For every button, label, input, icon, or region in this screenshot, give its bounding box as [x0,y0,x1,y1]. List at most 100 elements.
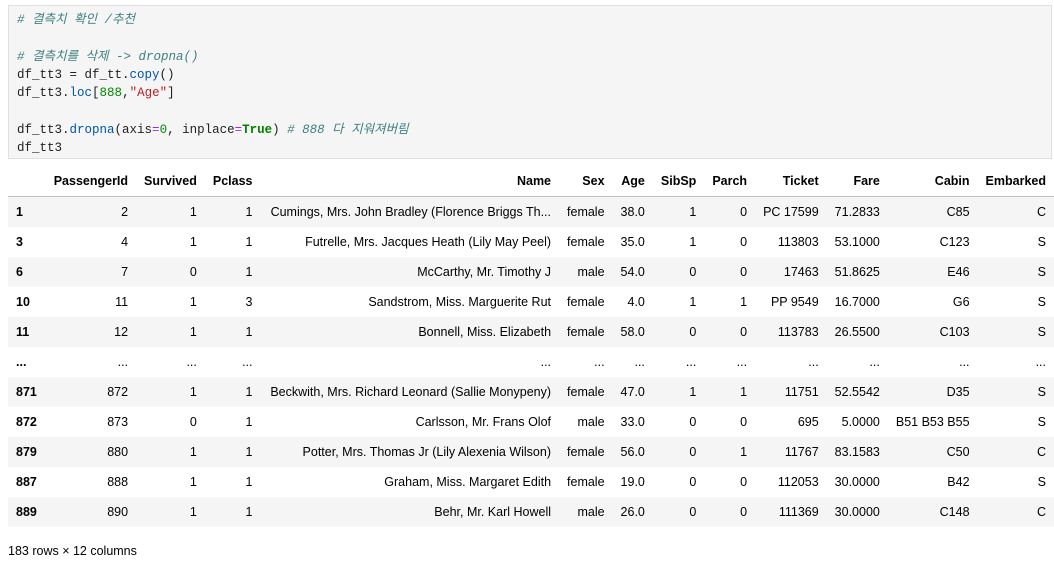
table-row: 879 880 1 1 Potter, Mrs. Thomas Jr (Lily Ale… [8,437,1054,467]
row-index: 6 [16,265,23,279]
table-cell: female [567,385,605,399]
table-cell: ... [594,355,605,369]
table-cell: ... [242,355,253,369]
dataframe-table: PassengerId Survived Pclass Name Sex Age SibSp… [8,166,1054,527]
table-cell: 83.1583 [834,445,880,459]
table-cell: 1 [245,385,253,399]
table-cell: 0 [740,415,748,429]
table-row: ....................................... [8,347,1054,377]
table-cell: 38.0 [620,205,645,219]
table-cell: 1 [689,295,697,309]
table-cell: 1 [740,385,748,399]
table-cell: 11767 [784,445,819,459]
table-cell: 54.0 [620,265,645,279]
table-cell: E46 [947,265,970,279]
column-header: Sex [559,166,613,197]
table-cell: 11 [115,295,129,309]
table-cell: 0 [689,415,697,429]
table-cell: 1 [189,325,197,339]
table-cell: ... [117,355,129,369]
table-cell: 1 [189,475,197,489]
row-index: 889 [16,505,37,519]
table-row: 872 873 0 1 Carlsson, Mr. Frans Olof male 33.0… [8,407,1054,437]
code-line: df_tt3 = df_tt.copy() [17,67,175,82]
table-cell: 695 [797,415,819,429]
column-header: Ticket [755,166,827,197]
table-cell: 0 [189,265,197,279]
code-line: df_tt3.loc[888,"Age"] [17,86,175,101]
column-header: Cabin [887,166,978,197]
table-cell: 12 [114,325,129,339]
table-cell: 11751 [784,385,819,399]
table-cell: ... [959,355,970,369]
table-row: 11 12 1 1 Bonnell, Miss. Elizabeth female 58.0… [8,317,1054,347]
table-cell: 51.8625 [834,265,880,279]
table-cell: C [1036,445,1046,459]
table-row: 6 7 0 1 McCarthy, Mr. Timothy J male 54.0 0 0 174… [8,257,1054,287]
table-cell: 1 [189,385,197,399]
table-cell: female [567,235,605,249]
table-cell: 0 [740,505,748,519]
code-cell[interactable]: # 결측치 확인 /추천 # 결측치를 삭제 -> dropna() df_tt… [8,5,1052,159]
table-cell: C50 [946,445,970,459]
table-cell: 1 [245,325,253,339]
table-cell: 112053 [777,475,819,489]
table-cell: 0 [189,415,197,429]
table-cell: C123 [939,235,970,249]
code-line: df_tt3 [17,141,63,156]
table-cell: 47.0 [620,385,645,399]
table-cell: 1 [689,385,697,399]
code-line: df_tt3.dropna(axis=0, inplace=True) # 88… [17,122,409,137]
table-row: 889 890 1 1 Behr, Mr. Karl Howell male 26.0 0 0 1… [8,497,1054,527]
table-cell: Potter, Mrs. Thomas Jr (Lily Alexenia Wi… [302,445,552,459]
column-header: Pclass [204,166,261,197]
table-cell: male [577,415,605,429]
table-cell: Graham, Miss. Margaret Edith [384,475,552,489]
row-index: 11 [16,325,30,339]
table-cell: 0 [740,325,748,339]
table-cell: 873 [107,415,129,429]
table-cell: 7 [121,265,129,279]
table-cell: PP 9549 [770,295,819,309]
row-index: 10 [16,295,30,309]
table-cell: 52.5542 [834,385,880,399]
table-cell: D35 [946,385,970,399]
column-header: Embarked [977,166,1054,197]
table-cell: 1 [689,205,697,219]
table-row: 10 11 1 3 Sandstrom, Miss. Marguerite Rut fem… [8,287,1054,317]
table-cell: female [567,325,605,339]
table-cell: 26.0 [620,505,645,519]
table-cell: ... [808,355,819,369]
table-cell: 4 [121,235,129,249]
table-cell: 1 [189,295,197,309]
table-cell: Carlsson, Mr. Frans Olof [415,415,552,429]
row-index: 887 [16,475,37,489]
table-cell: female [567,205,605,219]
table-cell: 888 [107,475,129,489]
table-cell: 0 [740,235,748,249]
row-index: 879 [16,445,37,459]
table-cell: Bonnell, Miss. Elizabeth [418,325,552,339]
table-row: 871 872 1 1 Beckwith, Mrs. Richard Leonard (… [8,377,1054,407]
table-cell: Beckwith, Mrs. Richard Leonard (Sallie M… [270,385,552,399]
table-cell: 872 [107,385,129,399]
table-cell: female [567,295,605,309]
table-cell: 17463 [783,265,819,279]
table-row: 1 2 1 1 Cumings, Mrs. John Bradley (Florence… [8,196,1054,227]
table-cell: C148 [939,505,970,519]
table-cell: 0 [689,325,697,339]
table-cell: 890 [107,505,129,519]
table-cell: 19.0 [620,475,645,489]
table-cell: 0 [740,475,748,489]
table-cell: 0 [689,265,697,279]
table-cell: Sandstrom, Miss. Marguerite Rut [368,295,552,309]
table-cell: 0 [740,205,748,219]
table-cell: 1 [245,205,253,219]
table-cell: McCarthy, Mr. Timothy J [417,265,552,279]
table-header-row: PassengerId Survived Pclass Name Sex Age SibSp… [8,166,1054,197]
table-cell: 1 [189,235,197,249]
column-header: Fare [826,166,888,197]
table-cell: B51 B53 B55 [895,415,970,429]
table-cell: ... [1035,355,1046,369]
table-cell: female [567,445,605,459]
